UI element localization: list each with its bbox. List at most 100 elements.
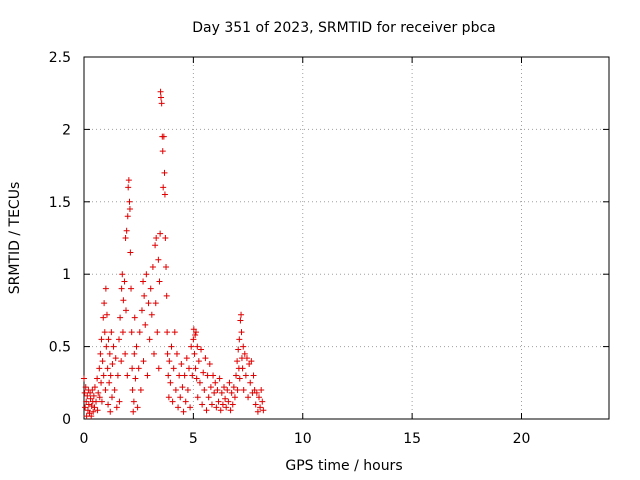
data-point-plus [81,375,87,382]
data-point-plus [98,398,105,405]
x-tick-label: 5 [189,431,198,447]
y-tick-label: 1 [62,267,71,283]
data-points [81,88,267,420]
data-point-plus [236,375,243,382]
data-point-plus [221,384,227,391]
data-point-plus [205,394,212,401]
data-point-plus [189,372,196,379]
data-point-plus [149,263,156,270]
data-point-plus [100,314,107,321]
data-point-plus [179,384,186,391]
data-point-plus [93,398,100,405]
chart-title: Day 351 of 2023, SRMTID for receiver pbc… [192,20,495,36]
data-point-plus [133,343,140,350]
data-point-plus [207,384,214,391]
data-point-plus [168,343,175,350]
data-point-plus [160,184,167,191]
data-point-plus [106,350,113,357]
data-point-plus [238,311,245,318]
data-point-plus [112,355,119,362]
data-point-plus [96,365,103,372]
data-point-plus [105,336,112,343]
data-point-plus [104,365,111,372]
data-point-plus [202,355,209,362]
data-point-plus [109,394,115,401]
data-point-plus [138,307,145,314]
data-point-plus [118,358,125,365]
data-point-plus [157,230,164,237]
data-point-plus [130,408,137,415]
data-point-plus [101,300,108,307]
data-point-plus [89,387,96,394]
data-point-plus [164,350,171,357]
x-tick-label: 15 [403,431,421,447]
data-point-plus [238,355,245,362]
data-point-plus [85,401,92,408]
data-point-plus [237,317,244,324]
data-point-plus [88,413,95,420]
data-point-plus [241,350,248,357]
data-point-plus [256,394,262,401]
data-point-plus [201,387,208,394]
data-point-plus [170,365,177,372]
x-tick-label: 0 [80,431,89,447]
data-point-plus [234,358,241,365]
data-point-plus [90,392,97,399]
data-point-plus [191,350,198,357]
data-point-plus [161,191,168,198]
data-point-plus [119,271,126,278]
data-point-plus [178,360,185,367]
data-point-plus [106,379,113,386]
data-point-plus [161,169,168,176]
data-point-plus [222,395,229,402]
data-point-plus [250,372,257,379]
data-point-plus [252,401,259,408]
data-point-plus [123,227,130,234]
data-point-plus [99,358,106,365]
data-point-plus [216,375,223,382]
data-point-plus [140,358,147,365]
data-point-plus [131,314,138,321]
data-point-plus [180,408,187,415]
data-point-plus [223,404,230,411]
data-point-plus [218,389,225,396]
y-tick-label: 2.5 [49,50,71,66]
data-point-plus [192,365,199,372]
data-point-plus [160,133,167,140]
data-point-plus [90,408,97,415]
data-point-plus [200,369,207,376]
data-point-plus [181,372,188,379]
data-point-plus [163,292,170,299]
data-point-plus [158,94,164,101]
data-point-plus [83,398,90,405]
data-point-plus [108,329,115,336]
data-point-plus [110,343,117,350]
data-point-plus [130,398,137,405]
data-point-plus [155,256,162,263]
y-tick-label: 0 [62,412,71,428]
data-point-plus [141,292,148,299]
data-point-plus [204,372,211,379]
data-point-plus [109,360,116,367]
data-point-plus [156,278,163,285]
data-point-plus [235,346,242,353]
data-point-plus [231,394,238,401]
data-point-plus [165,372,172,379]
data-point-plus [211,389,218,396]
data-point-plus [113,404,120,411]
data-point-plus [234,387,241,394]
data-point-plus [82,404,89,411]
data-point-plus [123,307,129,314]
data-point-plus [242,372,249,379]
data-point-plus [206,360,213,367]
data-point-plus [226,379,233,386]
data-point-plus [117,314,124,321]
data-point-plus [134,404,141,411]
data-point-plus [119,329,126,336]
data-point-plus [245,394,252,401]
data-point-plus [248,358,255,365]
data-point-plus [98,379,105,386]
data-point-plus [88,402,95,409]
data-point-plus [182,398,189,405]
data-point-plus [196,379,203,386]
